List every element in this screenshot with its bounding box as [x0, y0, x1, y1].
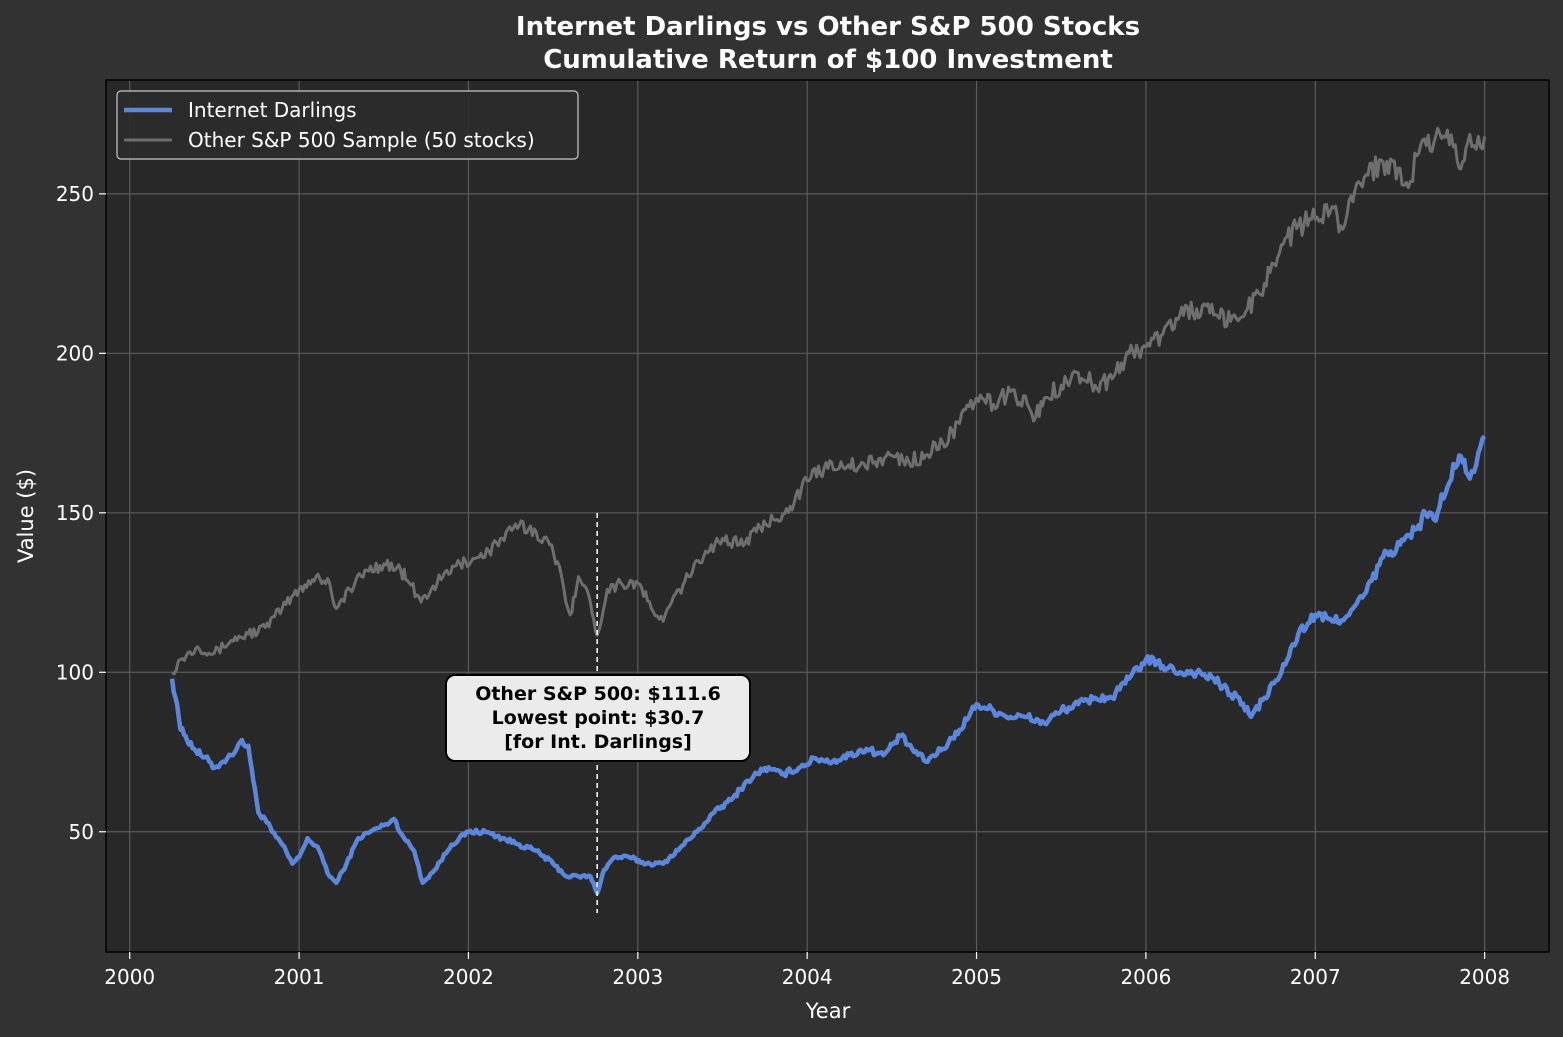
plot-frame — [105, 79, 1550, 953]
annotation-line: [for Int. Darlings] — [504, 731, 692, 753]
legend-box — [116, 90, 579, 160]
annotation-line: Other S&P 500: $111.6 — [475, 683, 721, 705]
legend-label: Other S&P 500 Sample (50 stocks) — [188, 128, 535, 152]
y-tick-label: 100 — [56, 660, 94, 684]
y-axis-label: Value ($) — [14, 469, 38, 563]
x-tick-label: 2005 — [951, 965, 1002, 989]
x-tick-label: 2001 — [274, 965, 325, 989]
annotation-box — [445, 674, 751, 762]
legend: Internet Darlings Other S&P 500 Sample (5… — [116, 90, 579, 160]
series-line-other-sp500 — [171, 126, 1487, 676]
y-tick-label: 250 — [56, 182, 94, 206]
x-tick-label: 2006 — [1120, 965, 1171, 989]
x-tick-label: 2000 — [104, 965, 155, 989]
x-tick-label: 2004 — [782, 965, 833, 989]
grid — [106, 80, 1549, 952]
annotation-line: Lowest point: $30.7 — [492, 707, 705, 729]
series-layer — [169, 126, 1487, 896]
legend-label: Internet Darlings — [188, 98, 357, 122]
y-tick-label: 150 — [56, 501, 94, 525]
chart-subtitle: Cumulative Return of $100 Investment — [543, 45, 1113, 75]
x-tick-label: 2007 — [1290, 965, 1341, 989]
x-tick-label: 2003 — [612, 965, 663, 989]
x-tick-label: 2008 — [1459, 965, 1510, 989]
plot-area — [106, 80, 1549, 952]
y-tick-label: 50 — [69, 820, 94, 844]
chart-title: Internet Darlings vs Other S&P 500 Stock… — [516, 12, 1140, 42]
series-line-internet-darlings — [169, 434, 1487, 896]
x-tick-label: 2002 — [443, 965, 494, 989]
y-tick-label: 200 — [56, 341, 94, 365]
axes: 2000 2001 2002 2003 2004 2005 2006 2007 2008 50 10… — [56, 182, 1510, 989]
x-axis-label: Year — [805, 999, 851, 1023]
